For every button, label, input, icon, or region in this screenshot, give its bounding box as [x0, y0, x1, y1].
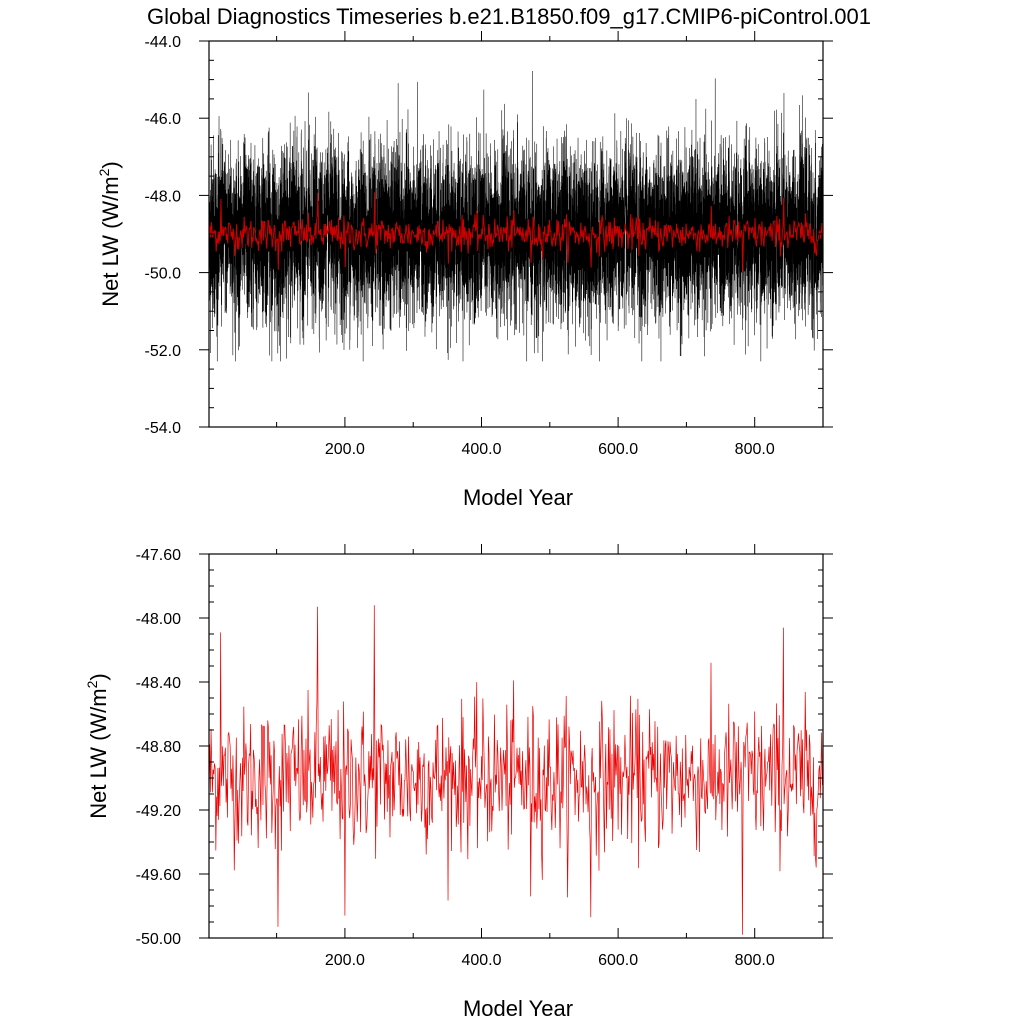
y-tick-label: -52.0	[145, 343, 182, 360]
x-tick-label: 800.0	[735, 441, 775, 458]
y-tick-label: -49.20	[136, 803, 181, 820]
y-tick-label: -48.80	[136, 739, 181, 756]
x-tick-label: 200.0	[325, 441, 365, 458]
y-tick-label: -48.00	[136, 611, 181, 628]
y-tick-label: -54.0	[145, 420, 182, 437]
y-tick-label: -44.0	[145, 34, 182, 51]
y-axis-title: Net LW (W/m2)	[96, 161, 123, 306]
x-tick-label: 600.0	[598, 952, 638, 969]
y-tick-label: -50.00	[136, 931, 181, 948]
y-tick-label: -46.0	[145, 111, 182, 128]
series-line-1	[209, 70, 823, 362]
y-tick-label: -48.0	[145, 188, 182, 205]
y-tick-label: -49.60	[136, 867, 181, 884]
panel-top: 200.0 400.0 600.0 800.0 -54.0 -52.0 -50.0 -48.0…	[96, 31, 833, 510]
x-tick-label: 400.0	[461, 441, 501, 458]
x-axis-title: Model Year	[463, 996, 573, 1021]
y-tick-label: -47.60	[136, 547, 181, 564]
series-line-2	[209, 192, 823, 272]
x-axis-title: Model Year	[463, 485, 573, 510]
chart-title: Global Diagnostics Timeseries b.e21.B185…	[147, 4, 871, 29]
y-tick-label: -48.40	[136, 675, 181, 692]
x-tick-label: 400.0	[461, 952, 501, 969]
panel-bottom: 200.0 400.0 600.0 800.0 -50.00 -49.60 -49.20 -4…	[84, 544, 833, 1021]
x-tick-label: 800.0	[735, 952, 775, 969]
series-line-1	[209, 605, 823, 935]
y-tick-label: -50.0	[145, 266, 182, 283]
x-tick-label: 600.0	[598, 441, 638, 458]
x-tick-label: 200.0	[325, 952, 365, 969]
y-axis-title: Net LW (W/m2)	[84, 673, 111, 818]
